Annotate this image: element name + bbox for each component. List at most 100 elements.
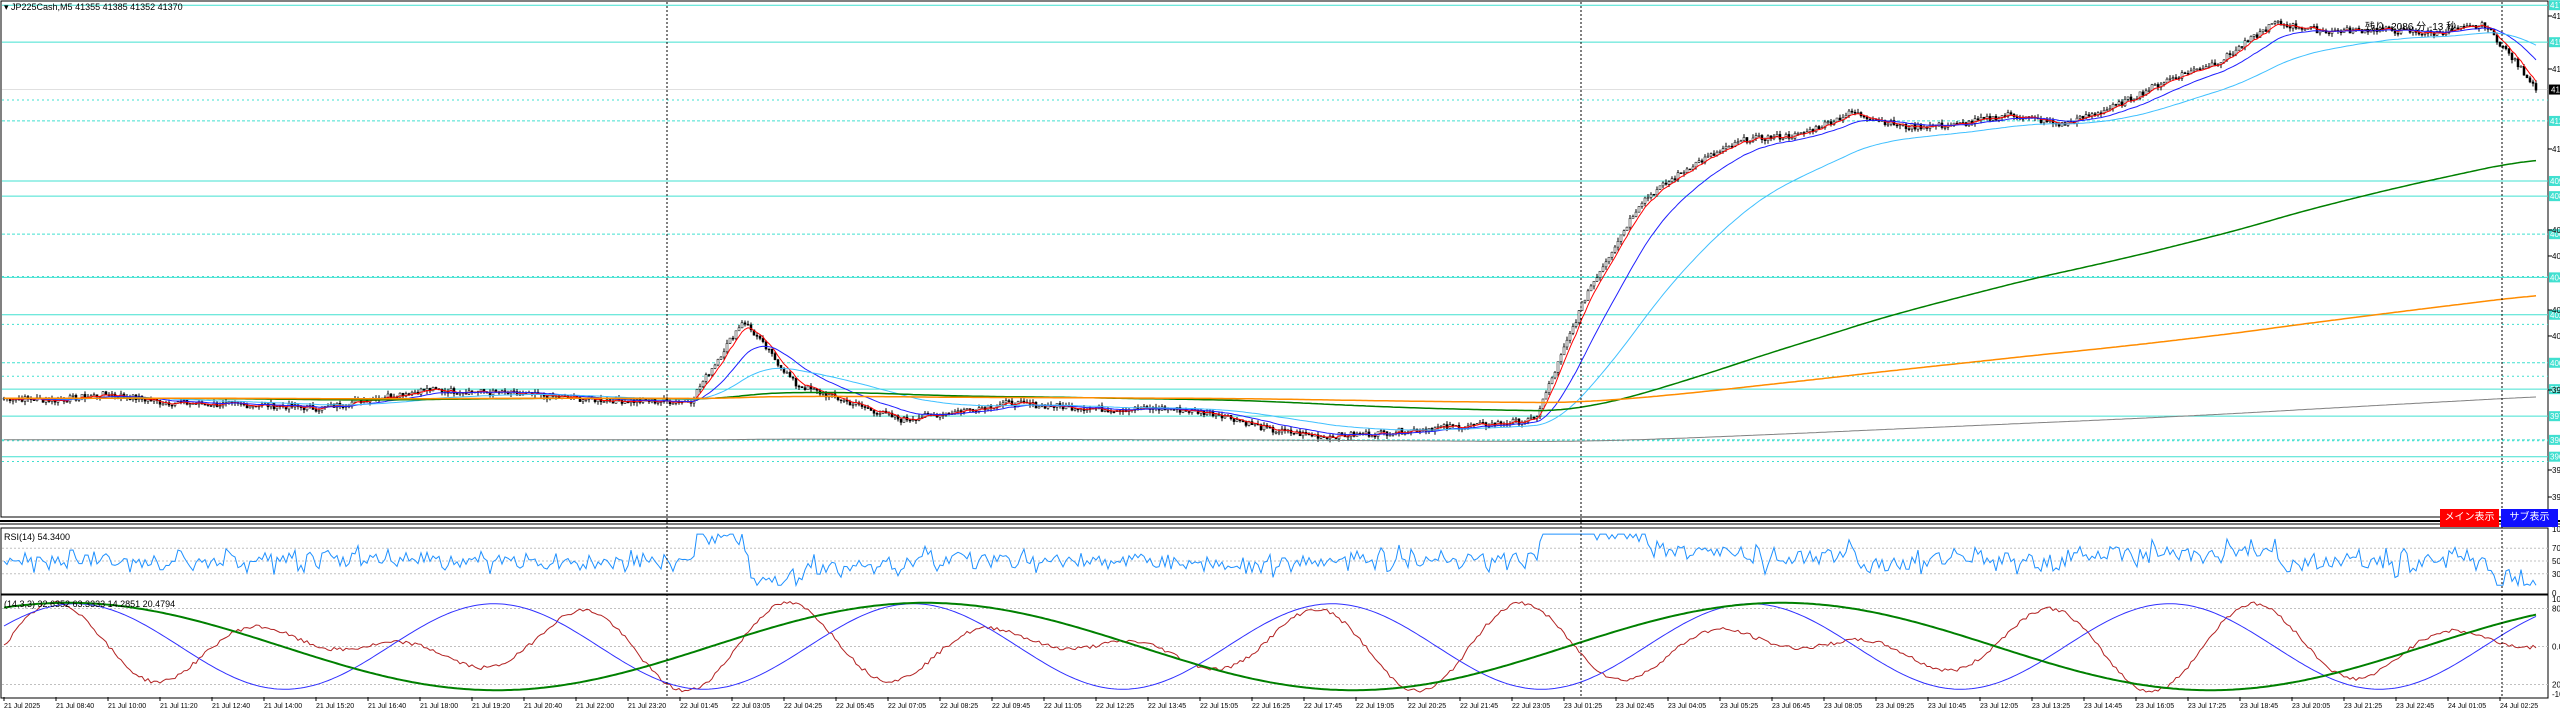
candle-body xyxy=(1442,424,1446,427)
candle-body xyxy=(1754,135,1758,139)
time-axis-label: 22 Jul 19:05 xyxy=(1356,703,1394,710)
time-axis-label: 24 Jul 02:25 xyxy=(2500,703,2538,710)
main-price-pane[interactable]: 41776 41598 41219 40930 40857 40674 40466 40286… xyxy=(0,0,2560,518)
candle-body xyxy=(809,385,813,390)
candle-body xyxy=(1616,241,1620,248)
candle-body xyxy=(2078,115,2082,119)
rsi-pane[interactable]: 100 70 50 30 0 xyxy=(0,525,2560,598)
level-label: 40055 xyxy=(2550,359,2560,368)
rsi-line xyxy=(3,533,2537,588)
candle-body xyxy=(1112,411,1116,413)
candle-body xyxy=(2402,28,2406,30)
candle-body xyxy=(2165,78,2169,84)
candle-body xyxy=(1628,218,1632,228)
candle-body xyxy=(1451,424,1455,427)
candle-body xyxy=(1712,153,1716,156)
candle-body xyxy=(2495,34,2499,43)
candle-body xyxy=(707,374,711,376)
time-axis-label: 23 Jul 17:25 xyxy=(2188,703,2226,710)
time-axis: 21 Jul 2025 21 Jul 08:40 21 Jul 10:00 21 Ju… xyxy=(3,697,2538,710)
candle-body xyxy=(2105,109,2109,112)
candle-body xyxy=(1685,168,1689,173)
candle-body xyxy=(2267,23,2271,32)
candle-body xyxy=(2270,23,2274,25)
candle-body xyxy=(965,408,969,410)
level-label-box xyxy=(2549,0,2560,11)
candle-body xyxy=(1763,139,1767,141)
level-label: 40857 xyxy=(2550,192,2560,201)
candle-body xyxy=(1694,161,1698,168)
candle-body xyxy=(1652,194,1656,196)
candle-body xyxy=(1682,172,1686,174)
time-axis-label: 21 Jul 15:20 xyxy=(316,703,354,710)
candle-body xyxy=(2084,114,2088,119)
candle-body xyxy=(92,394,96,397)
candle-body xyxy=(2531,81,2535,84)
candle-body xyxy=(1253,423,1257,426)
collapse-triangle-icon[interactable]: ▾ xyxy=(4,2,12,12)
candle-body xyxy=(1550,377,1554,384)
level-label: 39928 xyxy=(2550,385,2560,394)
time-axis-label: 22 Jul 21:45 xyxy=(1460,703,1498,710)
candle-body xyxy=(1559,354,1563,363)
candle-body xyxy=(1769,135,1773,140)
candle-body xyxy=(1562,346,1566,356)
candle-body xyxy=(188,403,192,405)
candle-body xyxy=(656,401,660,404)
candle-body xyxy=(1691,166,1695,170)
candle-body xyxy=(1631,216,1635,219)
price-axis-label: 40694 xyxy=(2552,226,2560,235)
candle-body xyxy=(248,405,252,409)
candle-body xyxy=(620,400,624,404)
stoch-slow-line xyxy=(3,601,2537,692)
candle-body xyxy=(788,372,792,378)
time-axis-label: 23 Jul 05:25 xyxy=(1720,703,1758,710)
candle-body xyxy=(1796,133,1800,135)
level-label: 40286 xyxy=(2550,311,2560,320)
candle-body xyxy=(2171,77,2175,79)
time-axis-label: 22 Jul 17:45 xyxy=(1304,703,1342,710)
candle-body xyxy=(1244,420,1248,426)
candle-body xyxy=(2240,46,2244,48)
sub-display-button[interactable]: サブ表示 xyxy=(2501,509,2558,527)
level-label-box xyxy=(2549,175,2560,186)
level-label-box xyxy=(2549,384,2560,395)
candle-body xyxy=(785,372,789,374)
candle-body xyxy=(1277,431,1281,434)
candle-body xyxy=(1667,181,1671,185)
ma-long-line xyxy=(4,295,2537,404)
main-display-button[interactable]: メイン表示 xyxy=(2440,509,2499,527)
candle-body xyxy=(1943,127,1947,129)
candle-body xyxy=(1640,202,1644,207)
candle-body xyxy=(2513,58,2517,61)
candle-body xyxy=(713,364,717,369)
stoch-axis-label: 20 xyxy=(2552,681,2560,690)
candle-body xyxy=(779,365,783,369)
ma-slow-line xyxy=(3,32,2537,431)
stochastic-pane[interactable]: 10080 0.00 20-100 xyxy=(0,594,2560,699)
candle-body xyxy=(2450,28,2454,31)
candle-body xyxy=(1907,128,1911,130)
candle-body xyxy=(1598,270,1602,278)
candle-body xyxy=(2126,96,2130,100)
candle-body xyxy=(2237,46,2241,51)
candle-body xyxy=(719,356,723,360)
candle-body xyxy=(842,400,846,402)
candle-body xyxy=(797,385,801,388)
candle-body xyxy=(887,412,891,415)
candle-body xyxy=(902,416,906,423)
candle-body xyxy=(455,393,459,395)
candle-body xyxy=(1679,172,1683,174)
candle-body xyxy=(2108,108,2112,111)
candle-body xyxy=(1445,424,1449,429)
candle-body xyxy=(1370,435,1374,438)
candle-body xyxy=(716,359,720,366)
candle-body xyxy=(1103,409,1107,412)
candle-body xyxy=(314,409,318,412)
candle-body xyxy=(2303,28,2307,31)
candle-body xyxy=(2264,29,2268,32)
stochastic-header: (14,3,3) 32.6352 63.3333 14.2851 20.4794 xyxy=(4,599,176,609)
candle-body xyxy=(1619,234,1623,242)
